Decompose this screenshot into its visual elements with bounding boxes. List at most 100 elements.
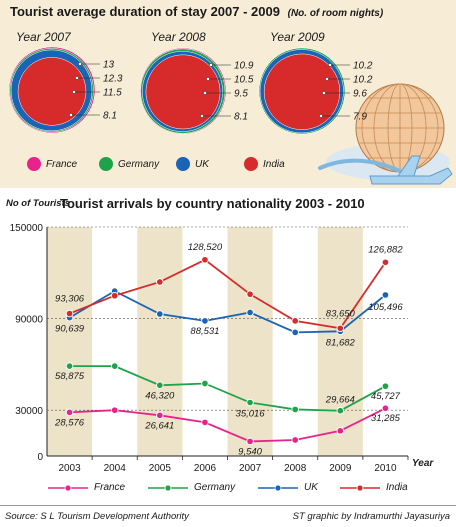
x-tick-2005: 2005 (149, 463, 172, 474)
point-germany-2008 (291, 405, 299, 414)
line-legend-label-germany: Germany (194, 482, 236, 493)
data-label-india-2010: 126,882 (368, 244, 403, 255)
line-legend-item-india: India (340, 482, 408, 493)
data-label-uk-2006: 88,531 (190, 326, 219, 337)
point-france-2005 (156, 411, 164, 420)
data-label-france-2010: 31,285 (371, 413, 401, 424)
line-legend-swatch-germany (148, 484, 188, 491)
stay-circle-india-0 (17, 57, 87, 126)
legend-swatch-india (244, 157, 258, 171)
x-tick-2004: 2004 (104, 463, 127, 474)
legend-item-germany: Germany (99, 157, 159, 171)
point-uk-2010 (381, 291, 390, 299)
year-band-2003 (47, 227, 93, 456)
stay-leader-dot-2-0 (328, 63, 332, 67)
point-india-2004 (110, 291, 119, 300)
point-germany-2009 (336, 406, 345, 415)
data-label-france-2007: 9,540 (238, 446, 262, 457)
year-label-2008: Year 2008 (151, 30, 206, 44)
point-france-2010 (381, 404, 390, 412)
x-tick-2010: 2010 (374, 463, 397, 474)
point-india-2009 (336, 324, 345, 333)
data-label-france-2003: 28,576 (54, 417, 85, 428)
stay-value-label-1-2: 9.5 (234, 89, 248, 100)
arrivals-title: Tourist arrivals by country nationality … (60, 196, 365, 211)
stay-value-label-1-3: 8.1 (234, 112, 248, 123)
legend-item-uk: UK (176, 157, 209, 171)
data-label-germany-2003: 58,875 (55, 371, 85, 382)
legend-swatch-france (27, 157, 41, 171)
x-axis-label: Year (412, 458, 434, 469)
y-tick-150000: 150000 (10, 223, 44, 234)
data-label-germany-2005: 46,320 (145, 390, 175, 401)
line-chart-labels: 93,306 90,639 58,875 28,576 46,320 26,641 128,… (54, 242, 403, 458)
year-band-2007 (227, 227, 273, 456)
stay-value-label-1-0: 10.9 (234, 61, 254, 72)
year-label-2007: Year 2007 (16, 30, 71, 44)
stay-leader-dot-1-1 (206, 77, 210, 81)
y-tick-30000: 30000 (15, 406, 43, 417)
stay-value-label-1-1: 10.5 (234, 75, 254, 86)
stay-leader-dot-1-2 (203, 91, 207, 95)
line-legend-label-india: India (386, 482, 408, 493)
stay-value-label-0-3: 8.1 (103, 111, 117, 122)
point-india-2010 (381, 258, 390, 267)
duration-circles: 13 12.3 11.5 8.1 10.9 10.5 9.5 8.1 10.2 10.2 9.6 7.… (8, 46, 373, 135)
graphic-credit: ST graphic by Indramurthi Jayasuriya (292, 511, 450, 522)
stay-circle-india-1 (145, 54, 221, 130)
point-germany-2007 (246, 398, 254, 407)
stay-leader-dot-2-3 (319, 114, 323, 118)
point-france-2006 (201, 418, 209, 427)
legend-item-france: France (27, 157, 77, 171)
stay-leader-dot-0-0 (78, 62, 82, 66)
data-label-india-2006: 128,520 (188, 242, 223, 253)
series-line-germany (69, 365, 386, 412)
stay-value-label-2-0: 10.2 (353, 61, 373, 72)
data-label-germany-2010: 45,727 (371, 391, 401, 402)
point-germany-2006 (201, 379, 209, 388)
year-band-2009 (317, 227, 363, 456)
point-india-2003 (65, 309, 74, 318)
point-germany-2003 (65, 362, 74, 370)
stay-leader-dot-0-3 (69, 113, 73, 117)
point-india-2008 (291, 317, 299, 325)
duration-legend: France Germany UK India (0, 157, 456, 173)
stay-value-label-2-3: 7.9 (353, 112, 367, 123)
stay-leader-dot-1-0 (209, 63, 213, 67)
year-label-2009: Year 2009 (270, 30, 325, 44)
line-legend-item-germany: Germany (148, 482, 235, 493)
point-uk-2005 (156, 310, 164, 318)
line-legend-item-uk: UK (258, 482, 318, 493)
data-label-india-2009: 83,650 (326, 308, 356, 319)
year-bands (47, 227, 363, 456)
point-france-2008 (291, 436, 299, 444)
stay-leader-dot-1-3 (200, 114, 204, 118)
line-legend-swatch-uk (258, 484, 298, 491)
data-label-germany-2009: 29,664 (325, 395, 355, 406)
legend-label-india: India (263, 158, 285, 170)
line-legend-label-france: France (94, 482, 126, 493)
x-tick-2009: 2009 (329, 463, 352, 474)
point-uk-2006 (201, 317, 209, 325)
legend-swatch-germany (99, 157, 113, 171)
x-tick-2007: 2007 (239, 463, 262, 474)
stay-leader-dot-0-2 (72, 90, 76, 94)
y-tick-0: 0 (37, 452, 43, 463)
series-line-uk (69, 290, 387, 334)
globe-icon (318, 83, 453, 185)
point-france-2007 (246, 437, 254, 446)
data-label-india-2003: 93,306 (55, 294, 85, 305)
data-label-germany-2007: 35,016 (236, 409, 266, 420)
point-germany-2010 (381, 382, 390, 390)
x-tick-2003: 2003 (58, 463, 81, 474)
series-line-india (69, 258, 387, 330)
stay-value-label-2-2: 9.6 (353, 89, 367, 100)
stay-value-label-0-0: 13 (103, 60, 115, 71)
y-tick-90000: 90000 (15, 315, 43, 326)
y-axis-label: No of Tourists (6, 198, 71, 209)
arrivals-legend: France Germany UK India (0, 482, 456, 496)
point-germany-2005 (156, 381, 164, 390)
x-tick-2008: 2008 (284, 463, 307, 474)
footer-divider (0, 505, 456, 506)
